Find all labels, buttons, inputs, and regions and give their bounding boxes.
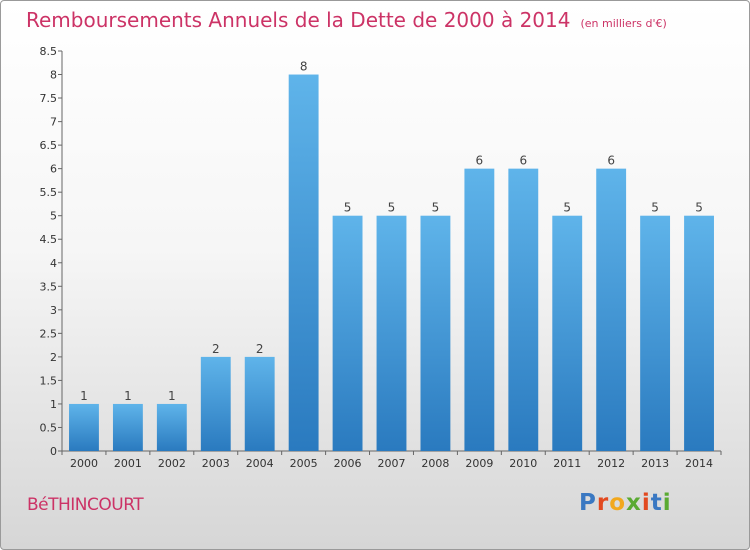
commune-name: BéTHINCOURT — [27, 495, 144, 515]
logo-letter: t — [650, 490, 663, 516]
x-tick-label: 2004 — [246, 457, 274, 470]
y-tick-label: 1 — [50, 398, 57, 411]
x-tick-label: 2008 — [421, 457, 449, 470]
x-tick-label: 2014 — [685, 457, 713, 470]
value-label-2014: 5 — [695, 201, 703, 215]
logo-letter: x — [626, 490, 642, 516]
x-tick-label: 2013 — [641, 457, 669, 470]
y-tick-label: 8 — [50, 69, 57, 82]
logo-letter: r — [596, 490, 610, 516]
y-tick-label: 2 — [50, 351, 57, 364]
bar-2010 — [508, 168, 539, 451]
value-label-2008: 5 — [432, 201, 440, 215]
x-tick-label: 2003 — [202, 457, 230, 470]
y-tick-label: 4 — [50, 257, 57, 270]
chart-title: Remboursements Annuels de la Dette de 20… — [26, 8, 571, 32]
value-label-2002: 1 — [168, 389, 176, 403]
y-tick-label: 0.5 — [40, 421, 58, 434]
y-tick-label: 6 — [50, 163, 57, 176]
value-labels: 1 1 1 2 2 8 5 5 5 6 6 5 6 5 5 — [80, 60, 703, 403]
bar-2013 — [640, 215, 671, 451]
value-label-2010: 6 — [519, 154, 527, 168]
y-tick-label: 3 — [50, 304, 57, 317]
x-tick-label: 2009 — [465, 457, 493, 470]
bar-2003 — [200, 356, 231, 451]
x-tick-label: 2010 — [509, 457, 537, 470]
value-label-2007: 5 — [388, 201, 396, 215]
proxiti-logo[interactable]: Proxiti — [579, 490, 672, 516]
y-tick-label: 4.5 — [40, 233, 58, 246]
bars — [69, 74, 714, 451]
x-tick-label: 2002 — [158, 457, 186, 470]
y-axis: 0 0.5 1 1.5 2 2.5 3 3.5 4 4.5 5 5.5 6 6.5 7 7.5 8 8.5 — [40, 45, 63, 458]
x-tick-label: 2000 — [70, 457, 98, 470]
logo-letter: o — [609, 490, 627, 516]
y-tick-label: 5 — [50, 210, 57, 223]
y-tick-label: 5.5 — [40, 186, 58, 199]
bar-2001 — [112, 403, 143, 451]
bar-2012 — [596, 168, 627, 451]
x-tick-label: 2007 — [378, 457, 406, 470]
y-tick-label: 7 — [50, 116, 57, 129]
y-tick-label: 7.5 — [40, 92, 58, 105]
bar-2009 — [464, 168, 495, 451]
x-tick-label: 2005 — [290, 457, 318, 470]
bar-2000 — [69, 403, 99, 451]
value-label-2004: 2 — [256, 342, 264, 356]
bar-2014 — [684, 215, 714, 451]
bar-2007 — [376, 215, 407, 451]
x-axis: 2000 2001 2002 2003 2004 2005 2006 2007 2008 2009… — [61, 450, 722, 470]
y-tick-label: 3.5 — [40, 280, 58, 293]
x-tick-label: 2001 — [114, 457, 142, 470]
y-tick-label: 0 — [50, 445, 57, 458]
value-label-2012: 6 — [607, 154, 615, 168]
logo-letter: i — [641, 490, 651, 516]
value-label-2006: 5 — [344, 201, 352, 215]
x-tick-label: 2012 — [597, 457, 625, 470]
unit-note: (en milliers d'€) — [580, 17, 667, 30]
value-label-2013: 5 — [651, 201, 659, 215]
value-label-2001: 1 — [124, 389, 132, 403]
y-tick-label: 1.5 — [40, 374, 58, 387]
logo-letter: P — [579, 490, 597, 516]
y-tick-label: 2.5 — [40, 327, 58, 340]
bar-2011 — [552, 215, 583, 451]
x-tick-label: 2006 — [334, 457, 362, 470]
bar-2006 — [332, 215, 363, 451]
bar-2008 — [420, 215, 451, 451]
value-label-2011: 5 — [563, 201, 571, 215]
value-label-2009: 6 — [476, 154, 484, 168]
value-label-2005: 8 — [300, 60, 308, 74]
bar-2004 — [244, 356, 275, 451]
x-tick-label: 2011 — [553, 457, 581, 470]
y-tick-label: 8.5 — [40, 45, 58, 58]
logo-letter: i — [662, 490, 672, 516]
bar-2002 — [156, 403, 187, 451]
value-label-2000: 1 — [80, 389, 88, 403]
chart-title-block: Remboursements Annuels de la Dette de 20… — [26, 8, 667, 32]
bar-2005 — [288, 74, 319, 451]
value-label-2003: 2 — [212, 342, 220, 356]
y-tick-label: 6.5 — [40, 139, 58, 152]
